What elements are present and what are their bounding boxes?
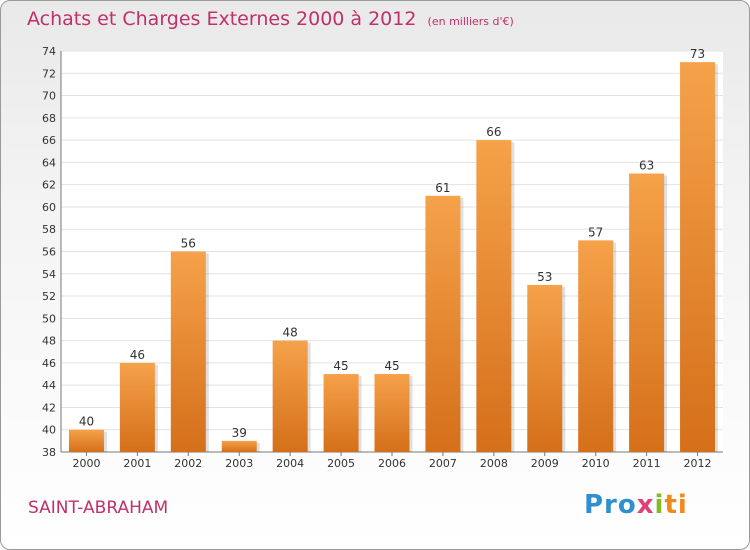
x-tick-label: 2010 [582,457,610,470]
bar [578,240,614,452]
x-tick-label: 2006 [378,457,406,470]
data-label: 53 [537,270,552,284]
data-label: 56 [181,237,196,251]
y-tick-label: 46 [42,357,56,370]
data-label: 45 [384,359,399,373]
data-label: 63 [639,159,654,173]
y-tick-label: 64 [42,156,56,169]
y-tick-label: 70 [42,90,56,103]
x-tick-label: 2002 [174,457,202,470]
chart-subtitle: (en milliers d'€) [427,15,514,28]
x-tick-label: 2001 [123,457,151,470]
proxiti-logo: Proxiti [584,490,688,520]
y-tick-label: 54 [42,268,56,281]
bar [272,340,308,452]
bar [425,195,461,453]
x-tick-label: 2005 [327,457,355,470]
bar [476,140,512,452]
bar [629,173,665,452]
bar [119,362,155,452]
y-tick-label: 42 [42,401,56,414]
logo-part-3: i [654,490,665,520]
bar [68,429,104,452]
y-tick-label: 52 [42,290,56,303]
x-tick-label: 2000 [72,457,100,470]
bar [374,374,410,452]
town-name: SAINT-ABRAHAM [28,498,169,518]
data-label: 46 [130,348,145,362]
bar [680,62,716,453]
bar [323,374,359,452]
logo-part-1: Pro [584,490,637,520]
logo-part-4: ti [664,490,688,520]
bar [170,251,206,452]
chart-title-block: Achats et Charges Externes 2000 à 2012 (… [27,8,514,30]
logo-part-2: x [636,490,655,520]
y-tick-label: 56 [42,246,56,259]
y-tick-label: 68 [42,112,56,125]
x-tick-label: 2012 [684,457,712,470]
y-tick-label: 74 [42,45,56,58]
bar [221,440,257,452]
y-tick-label: 62 [42,179,56,192]
y-tick-label: 72 [42,67,56,80]
data-label: 61 [435,181,450,195]
data-label: 66 [486,125,501,139]
x-tick-label: 2003 [225,457,253,470]
x-tick-label: 2009 [531,457,559,470]
y-tick-label: 38 [42,446,56,459]
x-tick-label: 2007 [429,457,457,470]
y-tick-label: 60 [42,201,56,214]
bar [527,284,563,452]
y-tick-label: 50 [42,312,56,325]
y-tick-label: 48 [42,335,56,348]
y-tick-label: 58 [42,223,56,236]
chart-title: Achats et Charges Externes 2000 à 2012 [27,8,417,30]
data-label: 39 [232,426,247,440]
x-tick-label: 2011 [633,457,661,470]
data-label: 40 [79,415,94,429]
data-label: 73 [690,47,705,61]
data-label: 48 [283,326,298,340]
data-label: 57 [588,225,603,239]
x-tick-label: 2008 [480,457,508,470]
y-tick-label: 66 [42,134,56,147]
x-tick-label: 2004 [276,457,304,470]
data-label: 45 [333,359,348,373]
y-tick-label: 44 [42,379,56,392]
y-tick-label: 40 [42,424,56,437]
